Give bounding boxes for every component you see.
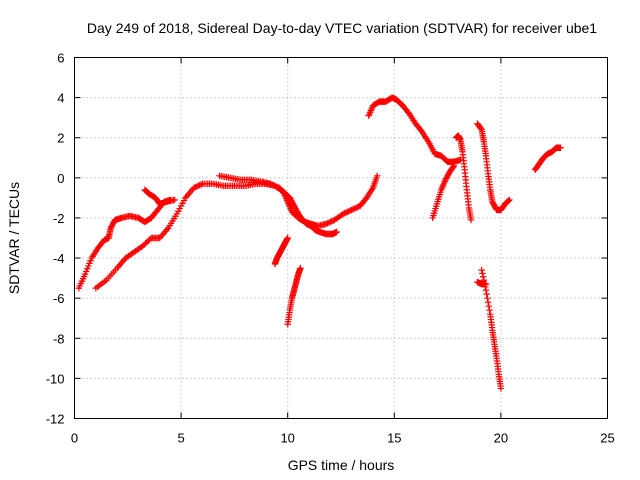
data-point (341, 210, 348, 217)
series-track-6 (284, 264, 304, 328)
data-point (478, 266, 485, 274)
series-track-7 (365, 94, 464, 165)
data-point (325, 219, 333, 226)
series-track-2 (141, 186, 178, 208)
y-tick-label: -4 (53, 251, 65, 266)
x-axis-label: GPS time / hours (288, 457, 395, 473)
x-tick-label: 20 (494, 431, 508, 446)
y-tick-label: 4 (57, 91, 64, 106)
data-point (345, 208, 353, 215)
data-point (482, 280, 490, 288)
data-point (271, 182, 279, 190)
data-point (194, 182, 202, 190)
data-point (344, 208, 351, 216)
data-point (297, 264, 304, 272)
data-point (270, 181, 277, 189)
data-point (352, 204, 360, 212)
data-point (557, 144, 564, 151)
x-tick-label: 25 (600, 431, 614, 446)
data-point (273, 183, 280, 190)
y-axis-label: SDTVAR / TECUs (6, 182, 22, 294)
series-track-1 (75, 196, 174, 292)
data-point (324, 220, 331, 227)
data-point (190, 184, 198, 192)
data-point (349, 206, 357, 213)
data-point (268, 181, 276, 188)
data-point (483, 290, 490, 298)
data-point (505, 197, 512, 204)
x-tick-label: 15 (387, 431, 401, 446)
data-point (348, 206, 355, 214)
chart-title: Day 249 of 2018, Sidereal Day-to-day VTE… (87, 20, 597, 36)
data-point (328, 218, 335, 225)
series-track-8 (429, 162, 458, 222)
data-point (374, 172, 381, 180)
data-point (342, 209, 350, 216)
data-point (484, 294, 491, 302)
data-point (351, 205, 358, 212)
data-point (479, 270, 486, 277)
x-tick-label: 5 (177, 431, 184, 446)
data-point (197, 181, 205, 188)
data-point (506, 196, 513, 204)
data-point (322, 220, 330, 228)
data-point (482, 286, 490, 294)
grid-lines (74, 57, 608, 419)
data-point (450, 163, 457, 171)
y-tick-labels: -12 -10 -8 -6 -4 -2 0 2 4 6 (46, 51, 65, 427)
series-track-5 (271, 234, 291, 268)
series-track-11 (478, 266, 505, 392)
y-tick-label: -6 (53, 291, 65, 306)
data-point (354, 204, 361, 211)
y-tick-label: -12 (46, 412, 65, 427)
data-point (339, 210, 347, 218)
data-point (146, 236, 154, 243)
data-point (504, 198, 512, 205)
data-point (484, 298, 492, 306)
series-track-9 (452, 132, 475, 224)
series-track-10 (474, 120, 513, 214)
y-tick-label: 2 (57, 131, 64, 146)
y-tick-label: 0 (57, 171, 64, 186)
plot-frame (74, 57, 608, 419)
data-point (347, 207, 354, 214)
y-tick-label: -8 (53, 331, 65, 346)
series-track-4 (216, 172, 340, 238)
x-tick-labels: 0 5 10 15 20 25 (71, 431, 615, 446)
data-point (477, 125, 485, 132)
data-point (193, 183, 200, 190)
series-track-13 (531, 144, 564, 174)
x-tick-label: 10 (280, 431, 294, 446)
data-point (267, 180, 274, 188)
data-point (333, 228, 340, 236)
data-point (497, 385, 505, 392)
data-point (485, 302, 493, 310)
data-point (171, 196, 178, 204)
data-point (192, 183, 199, 191)
data-point (284, 234, 291, 242)
data-point (327, 218, 334, 226)
x-tick-label: 0 (71, 431, 78, 446)
data-point (486, 307, 493, 314)
series-track-12 (474, 278, 490, 288)
data-point (467, 216, 475, 224)
data-point (196, 181, 203, 189)
data-marks (75, 94, 564, 392)
y-tick-label: 6 (57, 51, 64, 66)
y-tick-label: -10 (46, 371, 65, 386)
data-point (479, 273, 487, 280)
data-point (450, 162, 458, 169)
y-tick-label: -2 (53, 211, 65, 226)
